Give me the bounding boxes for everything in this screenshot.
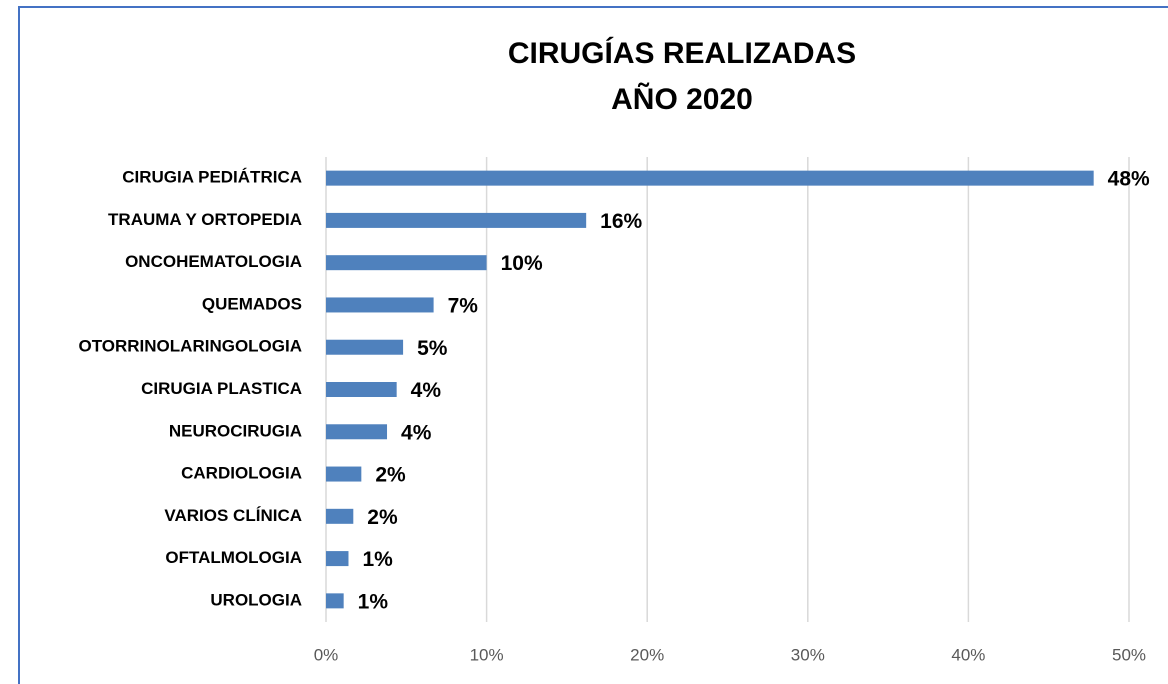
value-label: 16% bbox=[600, 210, 642, 233]
bar bbox=[326, 382, 397, 397]
value-label: 5% bbox=[417, 337, 448, 360]
chart-title: CIRUGÍAS REALIZADAS bbox=[508, 36, 856, 70]
bar bbox=[326, 593, 344, 609]
chart-title: AÑO 2020 bbox=[611, 82, 753, 116]
x-tick-label: 50% bbox=[1112, 645, 1146, 664]
x-tick-label: 10% bbox=[470, 645, 504, 664]
value-label: 4% bbox=[401, 421, 432, 444]
bar bbox=[326, 339, 404, 355]
value-label: 48% bbox=[1108, 168, 1150, 191]
x-tick-label: 0% bbox=[314, 645, 339, 664]
bar bbox=[326, 170, 1094, 186]
value-label: 10% bbox=[501, 252, 543, 275]
value-label: 2% bbox=[367, 506, 398, 529]
bar bbox=[326, 508, 354, 524]
bar bbox=[326, 297, 434, 313]
y-tick-label: NEUROCIRUGIA bbox=[169, 421, 302, 440]
y-tick-label: ONCOHEMATOLOGIA bbox=[125, 252, 302, 271]
value-label: 2% bbox=[375, 464, 406, 487]
x-tick-label: 20% bbox=[630, 645, 664, 664]
x-tick-label: 30% bbox=[791, 645, 825, 664]
y-tick-label: OFTALMOLOGIA bbox=[165, 548, 302, 567]
y-tick-label: CIRUGIA PLASTICA bbox=[141, 379, 302, 398]
bar bbox=[326, 551, 349, 567]
y-tick-label: CARDIOLOGIA bbox=[181, 464, 302, 483]
bar bbox=[326, 255, 487, 271]
y-tick-label: VARIOS CLÍNICA bbox=[164, 506, 302, 525]
value-label: 1% bbox=[358, 590, 389, 613]
y-tick-label: QUEMADOS bbox=[202, 294, 302, 313]
bar bbox=[326, 212, 587, 228]
frame bbox=[18, 6, 1168, 684]
y-tick-label: TRAUMA Y ORTOPEDIA bbox=[108, 210, 302, 229]
y-tick-label: UROLOGIA bbox=[210, 590, 302, 609]
value-label: 4% bbox=[411, 379, 442, 402]
y-tick-label: OTORRINOLARINGOLOGIA bbox=[78, 337, 302, 356]
value-label: 1% bbox=[362, 548, 393, 571]
y-tick-label: CIRUGIA PEDIÁTRICA bbox=[122, 168, 302, 187]
x-tick-label: 40% bbox=[951, 645, 985, 664]
bar bbox=[326, 424, 388, 440]
bar bbox=[326, 466, 362, 482]
value-label: 7% bbox=[448, 295, 479, 318]
